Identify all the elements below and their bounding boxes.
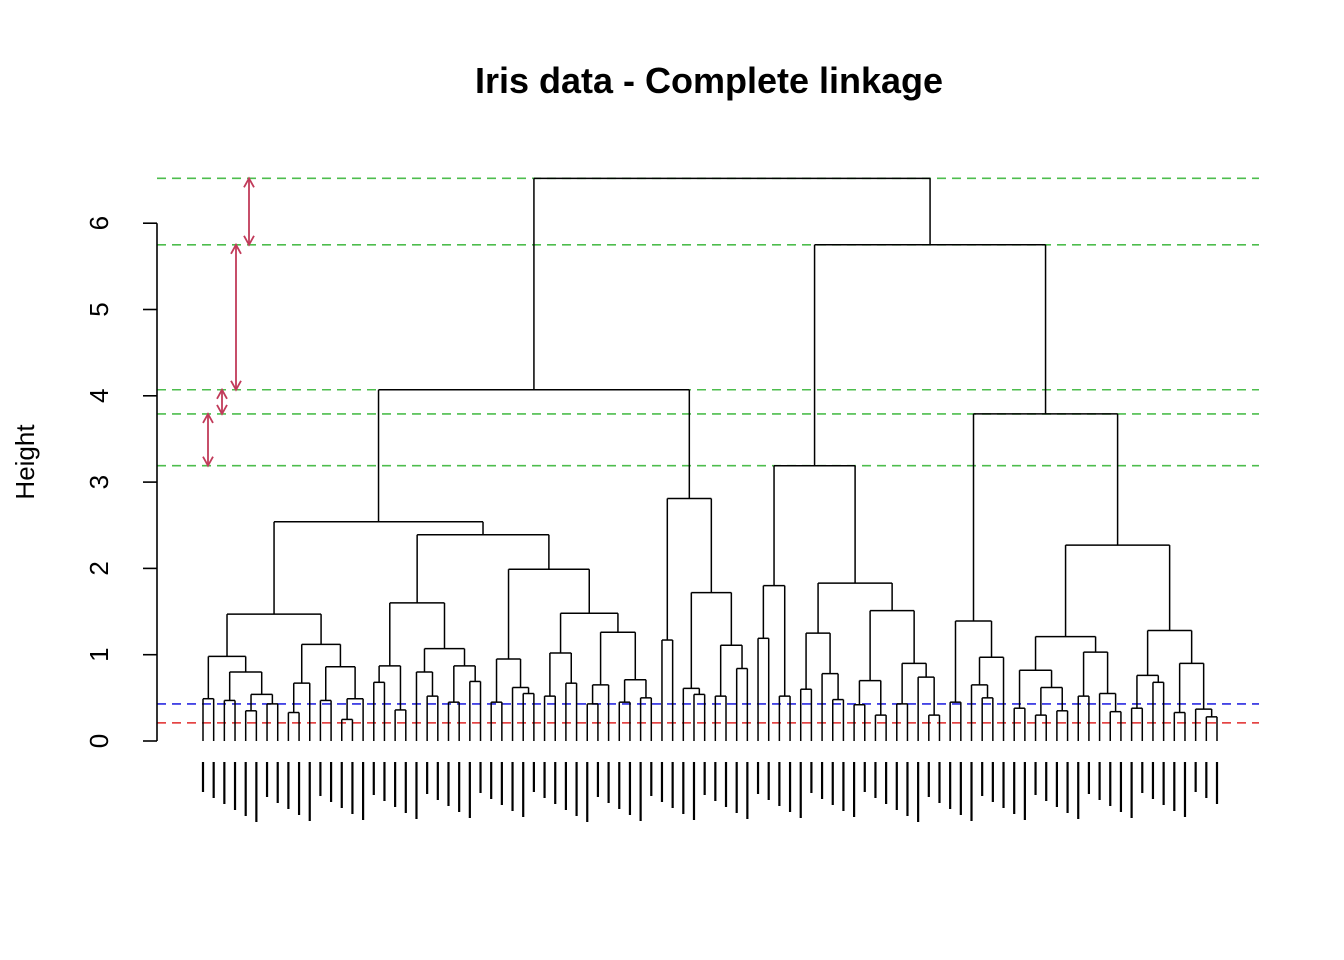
gap-arrows (202, 176, 255, 468)
y-tick-label-5: 5 (84, 302, 114, 316)
y-tick-label-0: 0 (84, 734, 114, 748)
y-tick-label-2: 2 (84, 561, 114, 575)
dendrogram-branches (202, 177, 1218, 741)
gap-arrow-head-top-2 (216, 387, 228, 400)
gap-arrow-head-top-0 (243, 176, 255, 188)
gap-arrow-head-bottom-3 (202, 456, 214, 468)
gap-arrow-head-bottom-2 (216, 404, 228, 416)
y-axis-label: Height (10, 424, 40, 500)
chart-title: Iris data - Complete linkage (475, 60, 943, 101)
y-tick-label-4: 4 (84, 389, 114, 403)
gap-arrow-head-bottom-0 (243, 235, 255, 247)
gap-arrow-head-top-3 (202, 412, 214, 424)
y-tick-label-1: 1 (84, 647, 114, 661)
gap-arrow-head-bottom-1 (230, 380, 242, 392)
leaf-labels (201, 762, 1219, 822)
y-axis: 0 1 2 3 4 5 6 (84, 216, 158, 748)
y-tick-label-3: 3 (84, 475, 114, 489)
reference-lines (157, 177, 1259, 724)
gap-arrow-head-top-1 (230, 242, 242, 255)
y-tick-label-6: 6 (84, 216, 114, 230)
